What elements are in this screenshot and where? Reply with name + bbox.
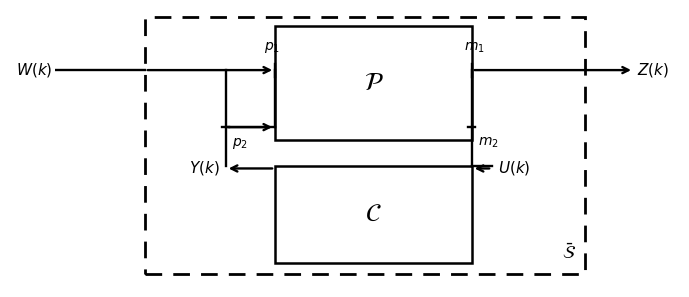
Bar bbox=[145, 17, 585, 274]
Text: $W(k)$: $W(k)$ bbox=[16, 61, 52, 79]
Text: $\bar{\mathcal{S}}$: $\bar{\mathcal{S}}$ bbox=[562, 243, 576, 263]
Text: $m_2$: $m_2$ bbox=[478, 136, 499, 150]
Text: $\mathcal{P}$: $\mathcal{P}$ bbox=[364, 71, 383, 95]
Text: $Z(k)$: $Z(k)$ bbox=[637, 61, 669, 79]
Bar bbox=[275, 166, 472, 263]
Text: $Y(k)$: $Y(k)$ bbox=[189, 159, 220, 178]
Text: $\mathcal{C}$: $\mathcal{C}$ bbox=[365, 202, 382, 226]
Text: $p_2$: $p_2$ bbox=[232, 136, 248, 151]
Text: $U(k)$: $U(k)$ bbox=[498, 159, 531, 178]
Bar bbox=[275, 26, 472, 140]
Text: $p_1$: $p_1$ bbox=[264, 40, 280, 55]
Text: $m_1$: $m_1$ bbox=[464, 41, 485, 55]
